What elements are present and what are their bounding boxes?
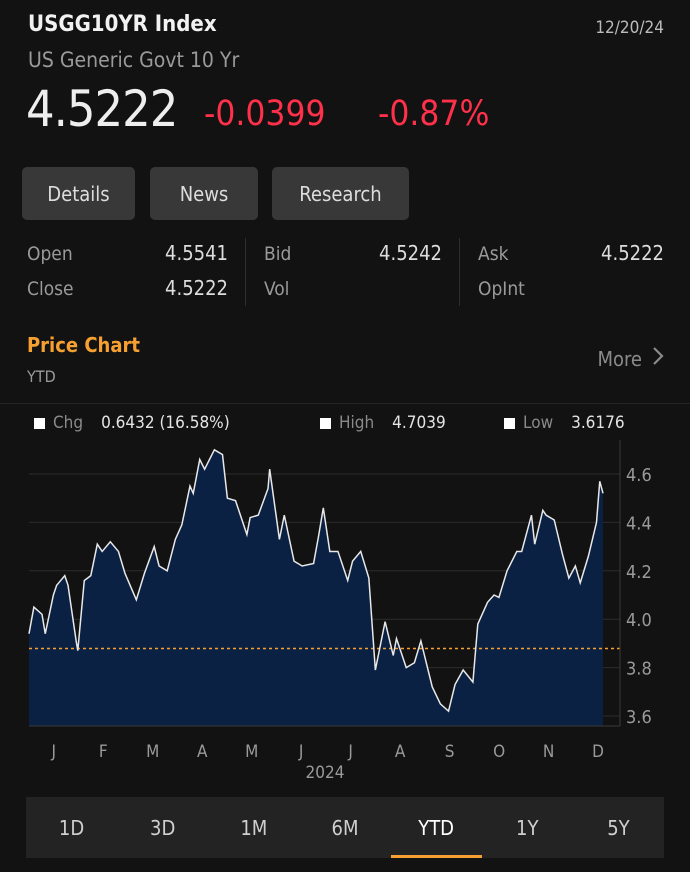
- news-button[interactable]: News: [150, 167, 258, 220]
- legend-value: 4.7039: [392, 413, 446, 433]
- x-axis-label: 2024: [306, 763, 345, 780]
- legend-chg: Chg 0.6432 (16.58%): [34, 413, 230, 433]
- divider: [0, 403, 690, 404]
- open-value: 4.5541: [165, 241, 228, 265]
- x-tick-label: J: [50, 742, 56, 762]
- y-tick-label: 3.8: [626, 659, 652, 680]
- tab-6m[interactable]: 6M: [331, 815, 359, 840]
- net-change: -0.0399: [204, 94, 326, 134]
- details-button[interactable]: Details: [22, 167, 135, 220]
- y-tick-label: 4.6: [626, 465, 652, 486]
- x-tick-label: D: [592, 742, 604, 762]
- percent-change: -0.87%: [378, 94, 490, 134]
- ask-value: 4.5222: [601, 241, 664, 265]
- legend-value: 3.6176: [571, 413, 625, 433]
- close-label: Close: [27, 278, 74, 300]
- ticker-title: USGG10YR Index: [28, 12, 217, 37]
- period-tabs: 1D 3D 1M 6M YTD 1Y 5Y: [26, 797, 664, 858]
- research-button[interactable]: Research: [272, 167, 409, 220]
- x-tick-label: J: [298, 742, 304, 762]
- legend-swatch: [320, 417, 331, 429]
- legend-label: High: [339, 413, 375, 433]
- area-fill: [29, 449, 603, 726]
- more-link[interactable]: More: [597, 346, 664, 371]
- quote-date: 12/20/24: [595, 18, 664, 38]
- open-label: Open: [27, 243, 73, 265]
- legend-swatch: [34, 417, 45, 429]
- x-tick-label: M: [146, 742, 159, 762]
- bid-label: Bid: [264, 243, 292, 265]
- security-name: US Generic Govt 10 Yr: [28, 48, 240, 72]
- legend-label: Low: [523, 413, 554, 433]
- last-price: 4.5222: [26, 80, 178, 138]
- x-tick-label: F: [99, 742, 108, 762]
- tab-ytd[interactable]: YTD: [390, 797, 482, 858]
- y-tick-label: 4.2: [626, 562, 652, 583]
- price-line: [28, 448, 604, 713]
- legend-label: Chg: [53, 413, 84, 433]
- y-tick-label: 4.4: [626, 513, 652, 534]
- legend-value: 0.6432 (16.58%): [101, 413, 230, 433]
- x-tick-label: M: [245, 742, 258, 762]
- price-chart-period: YTD: [27, 367, 56, 386]
- tab-3d[interactable]: 3D: [150, 815, 176, 840]
- opint-label: OpInt: [478, 278, 525, 300]
- price-chart-title: Price Chart: [27, 333, 140, 357]
- close-value: 4.5222: [165, 276, 228, 300]
- more-label: More: [597, 346, 642, 371]
- legend-low: Low 3.6176: [504, 413, 625, 433]
- x-tick-label: N: [543, 742, 554, 762]
- bid-value: 4.5242: [379, 241, 442, 265]
- price-chart[interactable]: 3.6 3.8 4.0 4.2 4.4 4.6 J F M A M J J A S O N D 2024: [0, 440, 690, 780]
- divider: [245, 238, 246, 306]
- tab-1y[interactable]: 1Y: [516, 815, 539, 840]
- ask-label: Ask: [478, 243, 509, 265]
- tab-5y[interactable]: 5Y: [607, 815, 630, 840]
- chevron-right-icon: [652, 346, 664, 371]
- y-tick-label: 3.6: [626, 707, 652, 728]
- tab-1m[interactable]: 1M: [240, 815, 268, 840]
- y-tick-label: 4.0: [626, 610, 652, 631]
- tab-1d[interactable]: 1D: [58, 815, 85, 840]
- x-tick-label: A: [395, 742, 406, 762]
- x-tick-label: O: [493, 742, 505, 762]
- legend-high: High 4.7039: [320, 413, 446, 433]
- vol-label: Vol: [264, 278, 290, 300]
- divider: [459, 238, 460, 306]
- legend-swatch: [504, 417, 515, 429]
- x-tick-label: J: [347, 742, 353, 762]
- x-tick-label: A: [197, 742, 208, 762]
- x-tick-label: S: [445, 742, 455, 762]
